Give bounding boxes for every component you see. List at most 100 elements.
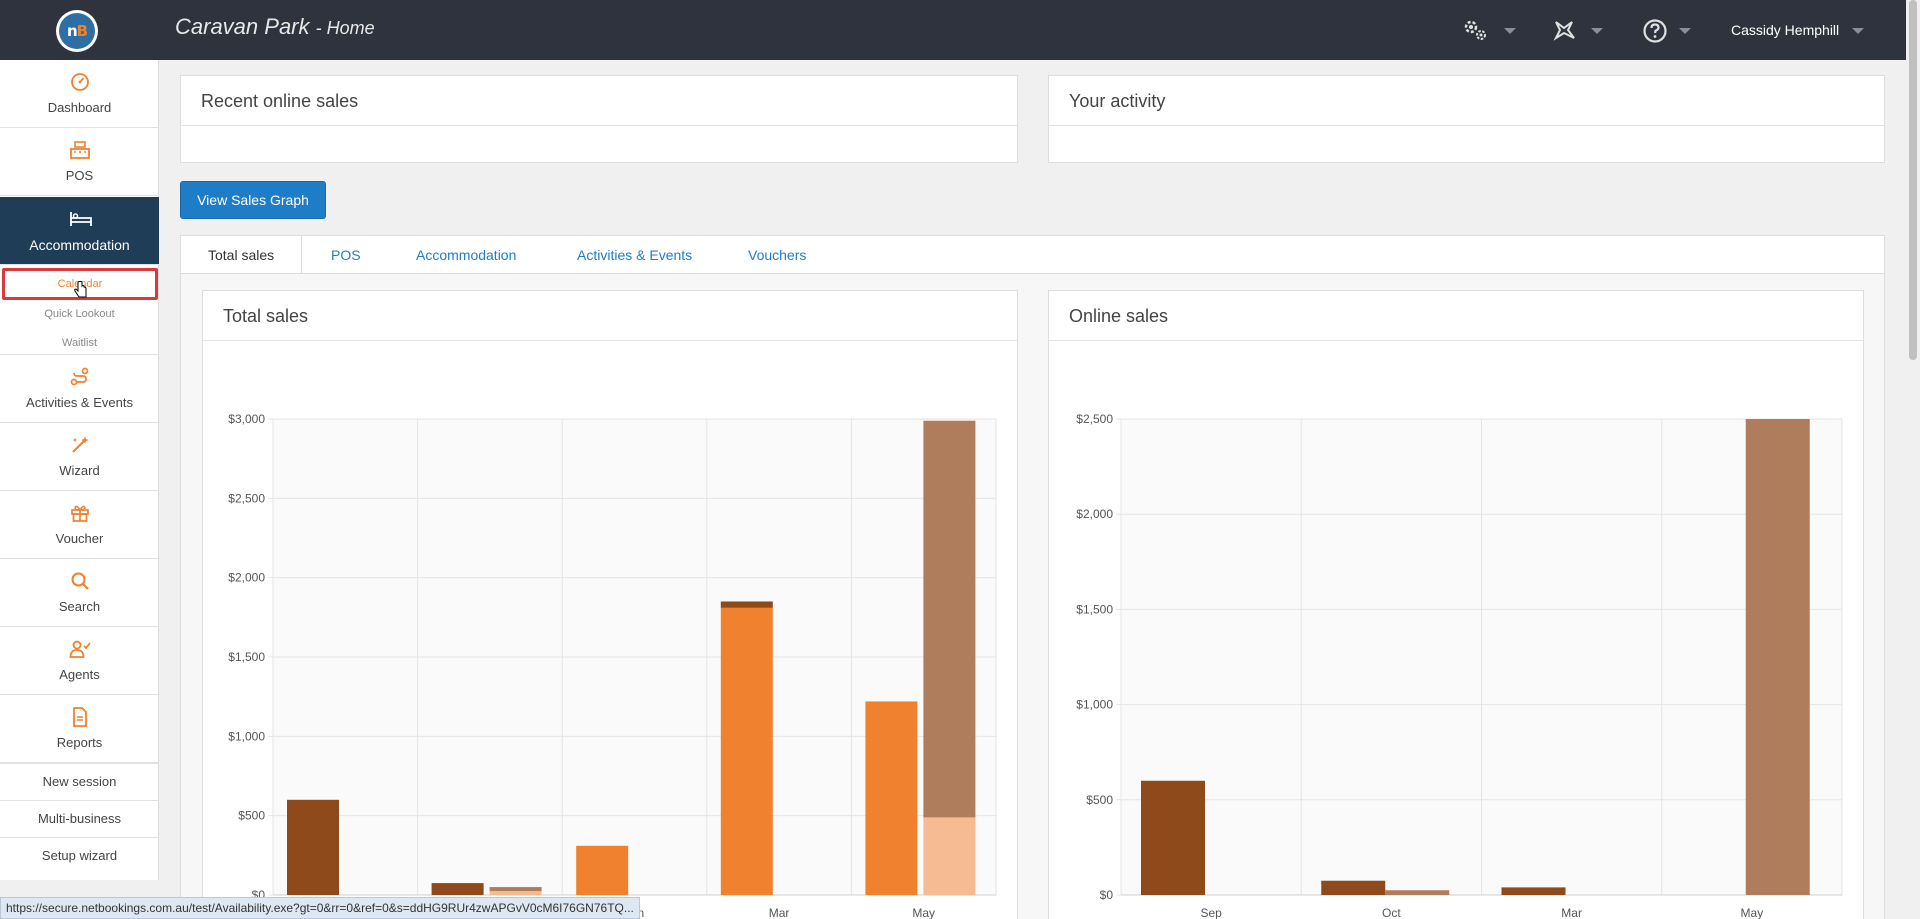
bar (1501, 887, 1566, 895)
y-tick-label: $500 (238, 809, 265, 823)
x-tick-label: Mar (1561, 906, 1582, 919)
tab-accommodation[interactable]: Accommodation (416, 247, 517, 263)
bed-icon (69, 209, 92, 231)
online-sales-chart: $0 $500 $1,000 $1,500 $2,000 $2,500 Sep Oct Mar M… (1076, 412, 1843, 919)
route-icon (69, 367, 91, 389)
bar (923, 420, 976, 818)
x-tick-label: May (1741, 906, 1764, 919)
sidebar-item-label: Activities & Events (26, 395, 133, 410)
dashboard-icon (69, 72, 91, 94)
logo-text-left: n (66, 22, 78, 40)
online-sales-chart-panel: Online sales $0 $500 $1,000 $1,500 $2,000 $2,… (1048, 290, 1864, 919)
chart-title: Total sales (203, 291, 1017, 341)
chart-title: Online sales (1049, 291, 1863, 341)
document-icon (69, 707, 91, 729)
tab-total-sales[interactable]: Total sales (180, 235, 303, 276)
total-sales-chart-panel: Total sales $0 $500 $1,000 $1,500 $2,000 $2,5… (202, 290, 1018, 919)
hand-cursor-icon (74, 281, 88, 304)
sidebar-item-dashboard[interactable]: Dashboard (0, 60, 159, 128)
bar (1385, 890, 1450, 895)
y-tick-label: $2,500 (228, 491, 265, 505)
y-tick-label: $2,500 (1076, 412, 1113, 426)
sidebar-item-label: Dashboard (47, 100, 112, 115)
bar (489, 891, 542, 895)
sidebar-item-agents[interactable]: Agents (0, 627, 159, 695)
bar (1321, 880, 1386, 895)
multi-business-link[interactable]: Multi-business (0, 800, 159, 837)
sidebar-item-label: Voucher (55, 531, 104, 546)
sidebar-item-search[interactable]: Search (0, 559, 159, 627)
magic-wand-icon (69, 435, 91, 457)
y-tick-label: $2,000 (1076, 507, 1113, 521)
sidebar-item-voucher[interactable]: Voucher (0, 491, 159, 559)
sidebar-item-label: POS (65, 168, 94, 183)
y-tick-label: $500 (1086, 793, 1113, 807)
divider (0, 354, 159, 355)
integrations-icon[interactable] (1552, 18, 1578, 47)
sidebar-item-pos[interactable]: POS (0, 128, 159, 196)
help-icon[interactable] (1642, 18, 1668, 49)
bar (287, 799, 339, 895)
integrations-caret-icon[interactable] (1591, 28, 1603, 34)
sidebar-item-label: Wizard (59, 463, 100, 478)
bar (576, 845, 629, 895)
settings-gears-icon[interactable] (1462, 18, 1490, 47)
app-title: Caravan Park - Home (175, 14, 375, 40)
y-tick-label: $1,000 (228, 729, 265, 743)
y-tick-label: $1,500 (228, 650, 265, 664)
settings-caret-icon[interactable] (1504, 28, 1516, 34)
subnav-quick-lookout[interactable]: Quick Lookout (44, 308, 115, 320)
x-tick-label: May (912, 906, 935, 919)
panel-title: Your activity (1049, 76, 1884, 126)
cash-register-icon (69, 140, 91, 162)
view-sales-graph-button[interactable]: View Sales Graph (180, 181, 326, 219)
y-tick-label: $2,000 (228, 571, 265, 585)
business-name: Caravan Park (175, 14, 310, 39)
tab-pos[interactable]: POS (331, 247, 361, 263)
y-tick-label: $1,500 (1076, 602, 1113, 616)
total-sales-chart: $0$500$1,000$1,500$2,000$2,500$3,000SepO… (228, 412, 997, 919)
your-activity-panel: Your activity (1048, 75, 1885, 163)
bar (1141, 780, 1205, 895)
search-icon (69, 571, 91, 593)
x-tick-label: Mar (769, 906, 790, 919)
user-caret-icon[interactable] (1852, 28, 1864, 34)
logo-text-right: B (76, 22, 88, 40)
new-session-link[interactable]: New session (0, 763, 159, 800)
page-name: - Home (315, 18, 375, 38)
sidebar: Dashboard POS Accommodation Calendar Qui… (0, 60, 159, 880)
users-icon (69, 639, 91, 661)
sidebar-item-wizard[interactable]: Wizard (0, 423, 159, 491)
bar (923, 817, 976, 895)
bar (720, 607, 773, 895)
sidebar-item-activities[interactable]: Activities & Events (0, 355, 159, 423)
y-tick-label: $1,000 (1076, 698, 1113, 712)
sidebar-item-accommodation[interactable]: Accommodation (0, 197, 159, 265)
panel-title: Recent online sales (181, 76, 1017, 126)
sales-tabs: Total sales POS Accommodation Activities… (180, 235, 1885, 276)
bar (1745, 419, 1810, 895)
y-tick-label: $3,000 (228, 412, 265, 426)
sidebar-item-label: Search (58, 599, 101, 614)
status-bar-url: https://secure.netbookings.com.au/test/A… (0, 897, 640, 919)
scrollbar-thumb[interactable] (1909, 0, 1917, 360)
tab-activities-events[interactable]: Activities & Events (577, 247, 693, 263)
y-tick-label: $0 (1100, 888, 1114, 902)
sidebar-item-label: Agents (59, 667, 100, 682)
sidebar-item-label: Reports (56, 735, 103, 750)
recent-online-sales-panel: Recent online sales (180, 75, 1018, 163)
bar (720, 601, 773, 608)
x-tick-label: Sep (1200, 906, 1222, 919)
sidebar-item-reports[interactable]: Reports (0, 695, 159, 763)
help-caret-icon[interactable] (1679, 28, 1691, 34)
bar (489, 887, 542, 892)
user-menu[interactable]: Cassidy Hemphill (1731, 22, 1840, 38)
subnav-waitlist[interactable]: Waitlist (61, 337, 98, 349)
gift-icon (69, 503, 91, 525)
setup-wizard-link[interactable]: Setup wizard (0, 837, 159, 874)
x-tick-label: Oct (1382, 906, 1401, 919)
tab-vouchers[interactable]: Vouchers (748, 247, 807, 263)
bar (431, 883, 484, 895)
